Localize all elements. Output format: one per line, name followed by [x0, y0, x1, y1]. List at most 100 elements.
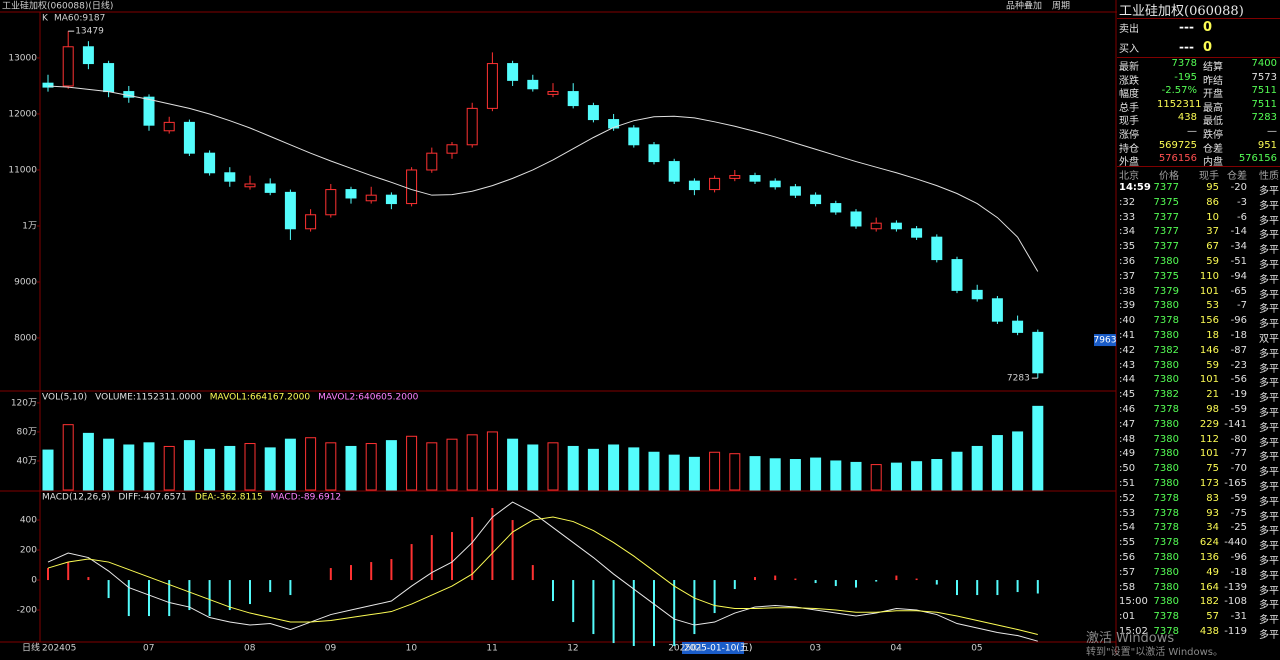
volume-bar [769, 458, 781, 491]
tick-cell: 75 [1206, 463, 1219, 475]
menu-item[interactable]: 周期 [1052, 1, 1070, 12]
tick-cell: 7379 [1153, 285, 1179, 297]
candle-body [486, 63, 498, 109]
tick-cell: 98 [1206, 404, 1219, 415]
order-qty: 0 [1203, 40, 1213, 55]
tick-cell: 7378 [1153, 507, 1179, 519]
tick-header: 仓差 [1227, 171, 1247, 182]
stat-value: — [1187, 126, 1197, 137]
candle-body [769, 180, 781, 188]
stat-value: 7511 [1251, 98, 1277, 110]
tick-cell: 7377 [1153, 211, 1179, 223]
x-tick-label: 07 [143, 644, 154, 654]
stat-value: 438 [1177, 112, 1197, 124]
tick-cell: 438 [1199, 626, 1219, 637]
stat-label: 最新 [1119, 62, 1139, 73]
y-tick-label: -200 [17, 606, 38, 616]
candle-body [264, 183, 276, 193]
stat-value: 7400 [1251, 58, 1277, 69]
tick-cell: -139 [1224, 581, 1247, 593]
separator [1117, 57, 1280, 58]
candle-body [163, 121, 175, 132]
tick-cell: 67 [1206, 241, 1219, 253]
tick-cell: :45 [1119, 389, 1136, 401]
tick-cell: :39 [1119, 300, 1136, 312]
order-label: 买入 [1119, 44, 1139, 55]
tick-cell: -20 [1230, 182, 1247, 193]
tick-cell: 7380 [1153, 433, 1179, 445]
tick-cell: 112 [1199, 433, 1219, 445]
volume-bar [951, 451, 963, 491]
tick-cell: :43 [1119, 359, 1136, 371]
tick-cell: -80 [1230, 433, 1247, 445]
tick-cell: :46 [1119, 404, 1136, 415]
x-tick-label: 202405 [42, 644, 76, 654]
volume-bar [204, 448, 216, 491]
tick-cell: :41 [1119, 330, 1136, 341]
stat-value: 7378 [1171, 58, 1197, 69]
candle-body [729, 175, 741, 179]
stat-value: 576156 [1158, 153, 1197, 165]
volume-bar [971, 445, 983, 491]
tick-cell: 101 [1199, 448, 1219, 460]
tick-cell: -108 [1224, 596, 1247, 608]
stat-label: 总手 [1119, 102, 1139, 114]
stat-label: 最高 [1203, 102, 1223, 114]
tick-cell: -3 [1237, 196, 1247, 208]
tick-cell: 7380 [1153, 463, 1179, 475]
legend-text: MAVOL2:640605.2000 [318, 393, 419, 403]
tick-cell: 59 [1206, 359, 1219, 371]
tick-cell: 7380 [1153, 418, 1179, 430]
tick-cell: :52 [1119, 492, 1136, 504]
tick-cell: :33 [1119, 211, 1136, 223]
macd-line [47, 501, 1038, 642]
volume-bar [991, 435, 1003, 491]
candle-body [1012, 320, 1024, 333]
y-tick-label: 200 [20, 546, 37, 556]
volume-bar [1032, 405, 1044, 491]
candle-body [466, 107, 478, 146]
x-tick-label: 04 [890, 644, 902, 654]
period-label: 日线 [22, 642, 40, 654]
stat-label: 昨结 [1203, 75, 1223, 87]
tick-cell: -96 [1230, 552, 1247, 563]
volume-bar [911, 461, 923, 491]
tick-cell: 101 [1199, 285, 1219, 297]
tick-cell: 多平 [1259, 304, 1279, 316]
volume-bar [183, 440, 195, 491]
stat-value: 7573 [1251, 71, 1277, 83]
tick-cell: 多平 [1259, 215, 1279, 227]
tick-cell: -165 [1224, 478, 1247, 489]
tick-cell: 57 [1206, 611, 1219, 623]
window-title: 工业硅加权(060088)(日线) [2, 0, 113, 12]
volume-bar [547, 442, 559, 491]
tick-cell: 10 [1206, 211, 1219, 223]
volume-bar [365, 443, 377, 491]
tick-cell: :40 [1119, 315, 1136, 327]
tick-cell: 7380 [1153, 330, 1179, 341]
tick-cell: 21 [1206, 389, 1219, 401]
y-tick-label: 0 [31, 576, 37, 586]
menu-item[interactable]: 品种叠加 [1006, 0, 1042, 12]
candle-body [406, 169, 418, 205]
volume-bar [406, 435, 418, 491]
tick-cell: 7382 [1153, 389, 1179, 401]
candle-body [325, 189, 337, 216]
candle-body [547, 91, 559, 95]
tick-cell: 7380 [1153, 552, 1179, 563]
legend-text: DIFF:-407.6571 [118, 493, 186, 503]
tick-cell: -70 [1230, 463, 1247, 475]
tick-cell: 7380 [1153, 359, 1179, 371]
tick-cell: 624 [1199, 537, 1219, 549]
tick-cell: 7380 [1153, 596, 1179, 608]
separator [1117, 166, 1280, 167]
candle-body [850, 211, 862, 227]
tick-cell: 7380 [1153, 566, 1179, 578]
quote-panel: 工业硅加权(060088) 卖出 --- 0 买入 --- 0 最新 7378 结算 7400 涨跌 -… [1117, 0, 1280, 654]
tick-cell: -77 [1230, 448, 1247, 460]
tick-cell: 多平 [1259, 260, 1279, 271]
stat-value: 951 [1257, 139, 1277, 151]
tick-cell: 多平 [1259, 526, 1279, 538]
candle-body [527, 79, 539, 90]
tick-cell: -87 [1230, 344, 1247, 356]
